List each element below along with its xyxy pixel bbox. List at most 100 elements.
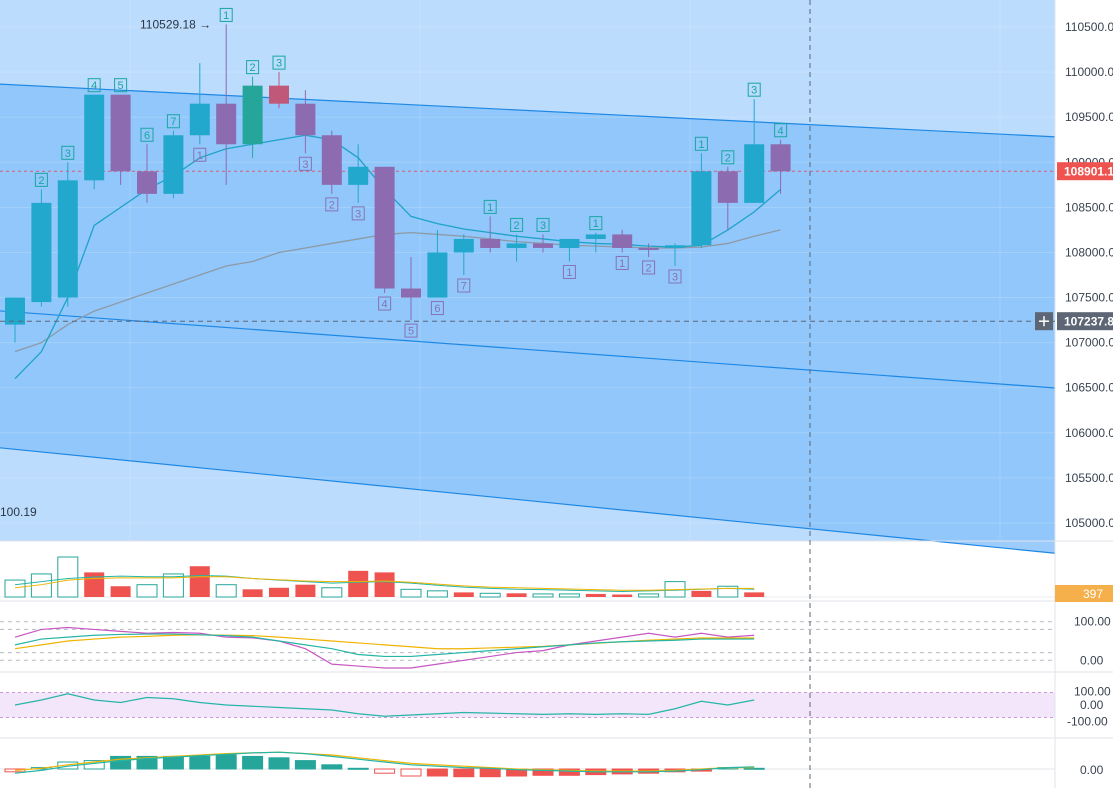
volume-value: 397 [1083, 587, 1103, 601]
sequence-count-label: 3 [65, 148, 71, 160]
candle-body [717, 171, 738, 203]
candle-body [612, 234, 633, 248]
macd-pane[interactable] [0, 751, 1055, 778]
volume-bar [4, 579, 26, 598]
y-tick-label: 108000.0 [1065, 245, 1113, 259]
sequence-count-box [193, 147, 207, 162]
sequence-count-label: 4 [91, 80, 97, 92]
candle-body [374, 166, 395, 289]
candle-body [401, 288, 421, 298]
y-tick-label: 109500.0 [1065, 110, 1113, 124]
sequence-count-box [642, 260, 656, 275]
sequence-count-box [87, 78, 101, 93]
volume-value-tag [1055, 585, 1113, 602]
sequence-count-box [615, 255, 629, 270]
oscillator-1-line [14, 633, 755, 658]
macd-histogram-bar [321, 764, 343, 770]
candle-body [57, 180, 78, 298]
candle-body [638, 247, 659, 250]
candle-body [216, 103, 237, 145]
oscillator-1-tick: 0.00 [1080, 653, 1104, 667]
sequence-count-label: 3 [751, 85, 757, 97]
sequence-count-box [246, 60, 260, 75]
sequence-count-label: 6 [144, 130, 150, 142]
candle-body [665, 245, 685, 248]
sequence-count-box [325, 197, 339, 212]
volume-bar [215, 584, 237, 598]
oscillator-2-band [0, 692, 1055, 718]
volume-bar [110, 586, 131, 597]
sequence-count-label: 3 [276, 58, 282, 70]
volume-bar [189, 566, 210, 597]
volume-pane[interactable] [0, 556, 1055, 598]
macd-histogram-bar [242, 755, 264, 770]
candle-body [348, 166, 369, 185]
oscillator-1-pane[interactable] [0, 621, 1055, 669]
candle-body [269, 85, 289, 104]
sequence-count-box [694, 136, 708, 151]
channel-line [0, 447, 1113, 560]
macd-histogram-bar [347, 767, 369, 770]
candle-body [506, 243, 527, 248]
macd-histogram-bar [294, 760, 316, 770]
volume-bar [295, 584, 316, 597]
sequence-count-label: 1 [619, 258, 625, 270]
sequence-count-box [430, 301, 444, 316]
y-tick-label: 105000.0 [1065, 516, 1113, 530]
candle-body [189, 103, 210, 136]
volume-ma-fast [14, 574, 755, 592]
sequence-count-label: 3 [672, 271, 678, 283]
candle-body [110, 94, 131, 172]
sequence-count-label: 5 [118, 80, 124, 92]
sequence-count-label: 1 [197, 150, 203, 162]
sequence-count-label: 4 [382, 299, 388, 311]
macd-histogram-bar [374, 768, 396, 774]
current-price-tag [1057, 162, 1113, 181]
volume-bar [479, 592, 501, 598]
oscillator-2-tick: 0.00 [1080, 698, 1104, 712]
sequence-count-box [298, 156, 312, 171]
oscillator-2-pane[interactable] [0, 692, 1055, 718]
y-tick-label: 107000.0 [1065, 336, 1113, 350]
sequence-count-label: 6 [434, 303, 440, 315]
volume-bar [691, 590, 712, 597]
macd-histogram-bar [558, 768, 580, 776]
sequence-count-box [483, 199, 497, 214]
macd-histogram-bar [453, 768, 475, 778]
sequence-count-box [668, 269, 682, 284]
current-price-value: 108901.1 [1064, 165, 1113, 179]
candle-body [295, 103, 316, 136]
price-axis-background [1055, 0, 1113, 788]
macd-histogram-bar [4, 768, 26, 773]
channel-line [0, 83, 1113, 141]
candle-body [453, 238, 474, 253]
sequence-count-box [378, 296, 392, 311]
macd-histogram-bar [400, 768, 422, 777]
y-tick-label: 108500.0 [1065, 200, 1113, 214]
sequence-count-box [774, 123, 788, 138]
volume-bar [84, 572, 105, 597]
y-tick-label: 110000.0 [1065, 65, 1113, 79]
macd-histogram-bar [743, 767, 765, 770]
macd-signal-line [14, 751, 755, 772]
candle-body [533, 243, 553, 248]
price-pane[interactable]: 2 3 4 5 6 7 1 1 2 3 3 2 3 4 5 6 7 1 2 3 1 1 1 2 3 1 2 3 4 110529.18 →… [0, 0, 1113, 560]
candle-body [84, 94, 105, 181]
sequence-count-box [219, 7, 233, 22]
sequence-count-box [747, 82, 761, 97]
sequence-count-label: 2 [250, 62, 256, 74]
macd-histogram-bar [162, 755, 184, 770]
volume-bar [374, 572, 395, 597]
volume-bar [453, 592, 474, 597]
oscillator-2-tick: -100.00 [1067, 715, 1108, 729]
volume-bar [638, 593, 660, 598]
crosshair-price-value: 107237.8 [1064, 315, 1113, 329]
sequence-count-box [721, 150, 735, 165]
macd-histogram-bar [189, 755, 211, 770]
sequence-count-label: 5 [408, 326, 414, 338]
sequence-count-label: 7 [170, 116, 176, 128]
sequence-count-label: 3 [355, 208, 361, 220]
oscillator-1-line [14, 626, 755, 669]
